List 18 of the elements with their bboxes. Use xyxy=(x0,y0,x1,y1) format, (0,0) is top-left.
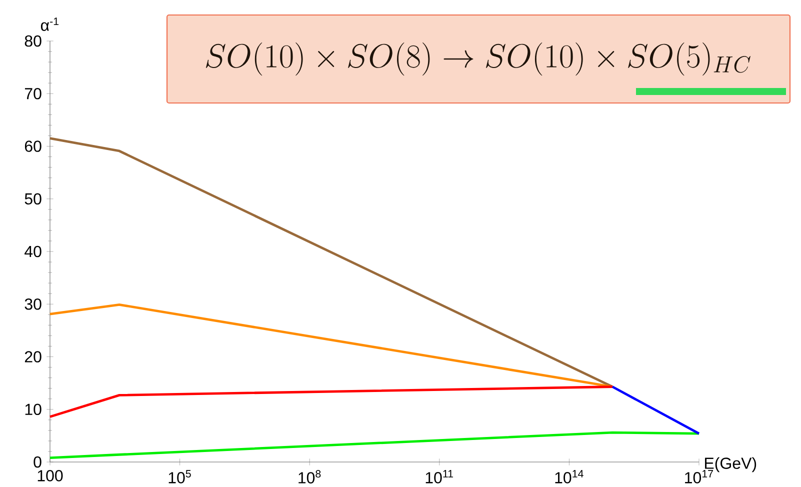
x-tick-label: 10$^{8}$ xyxy=(298,470,321,484)
x-tick-label: 10$^{11}$ xyxy=(426,470,453,484)
x-axis-title: E(GeV) xyxy=(705,457,756,472)
y-tick-label: 60 xyxy=(24,140,42,152)
y-tick-label: 10 xyxy=(25,404,42,416)
y-tick-label: 20 xyxy=(24,351,42,362)
x-tick-label: 10$^{17}$ xyxy=(685,470,713,484)
y-tick-label: 80 xyxy=(24,35,42,47)
y-tick-label: 70 xyxy=(24,88,42,100)
text: $SO(10)\times SO(8)\to SO(10)\times SO(5)_{HC}$ xyxy=(206,42,750,76)
x-tick-label: 10$^{5}$ xyxy=(168,470,191,484)
y-tick-label: 30 xyxy=(24,298,42,310)
y-axis-title: α$^{-1}$ xyxy=(40,18,59,31)
x-tick-label: 10$^{14}$ xyxy=(555,470,584,484)
y-tick-label: 0 xyxy=(34,456,42,468)
y-tick-label: 50 xyxy=(24,193,42,205)
x-tick-label: 100 xyxy=(38,470,63,482)
y-tick-label: 40 xyxy=(24,246,42,258)
